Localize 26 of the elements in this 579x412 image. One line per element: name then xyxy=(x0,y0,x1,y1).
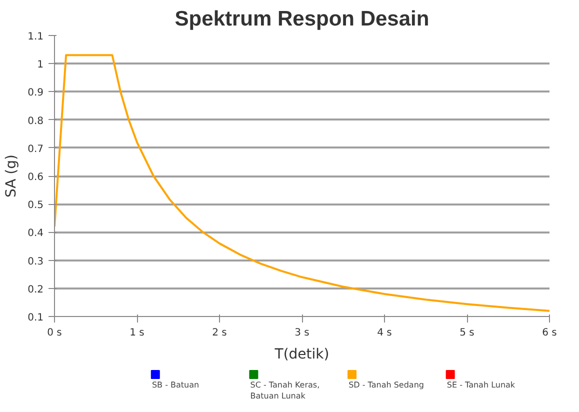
x-tick-label: 3 s xyxy=(294,328,310,338)
y-tick-label: 1 xyxy=(37,60,44,71)
y-axis-title: SA (g) xyxy=(4,154,20,198)
legend-label: SB - Batuan xyxy=(152,380,200,390)
x-tick-label: 1 s xyxy=(130,328,144,338)
y-tick-label: 0.1 xyxy=(28,312,44,324)
legend-label: SD - Tanah Sedang xyxy=(348,380,424,390)
x-tick-label: 2 s xyxy=(212,328,227,338)
x-tick-label: 4 s xyxy=(377,328,392,338)
y-tick-label: 0.5 xyxy=(28,200,44,212)
chart-title: Spektrum Respon Desain xyxy=(174,8,430,30)
y-tick-label: 0.8 xyxy=(28,116,44,127)
x-tick-label: 5 s xyxy=(460,328,474,338)
line-series xyxy=(54,54,550,312)
y-tick-label: 0.9 xyxy=(28,88,44,99)
y-tick-label: 1.1 xyxy=(28,32,44,42)
y-tick-label: 0.2 xyxy=(28,284,44,296)
y-tick-label: 0.6 xyxy=(28,172,44,183)
x-axis-title: T(detik) xyxy=(274,346,330,362)
y-tick-label: 0.4 xyxy=(28,228,44,240)
legend-label: SC - Tanah Keras, Batuan Lunak xyxy=(250,380,320,400)
x-tick-label: 0 s xyxy=(47,328,62,338)
legend-label: SE - Tanah Lunak xyxy=(446,380,516,390)
y-tick-label: 0.7 xyxy=(28,144,44,155)
y-tick-label: 0.3 xyxy=(28,256,44,268)
x-tick-label: 6 s xyxy=(542,328,557,338)
